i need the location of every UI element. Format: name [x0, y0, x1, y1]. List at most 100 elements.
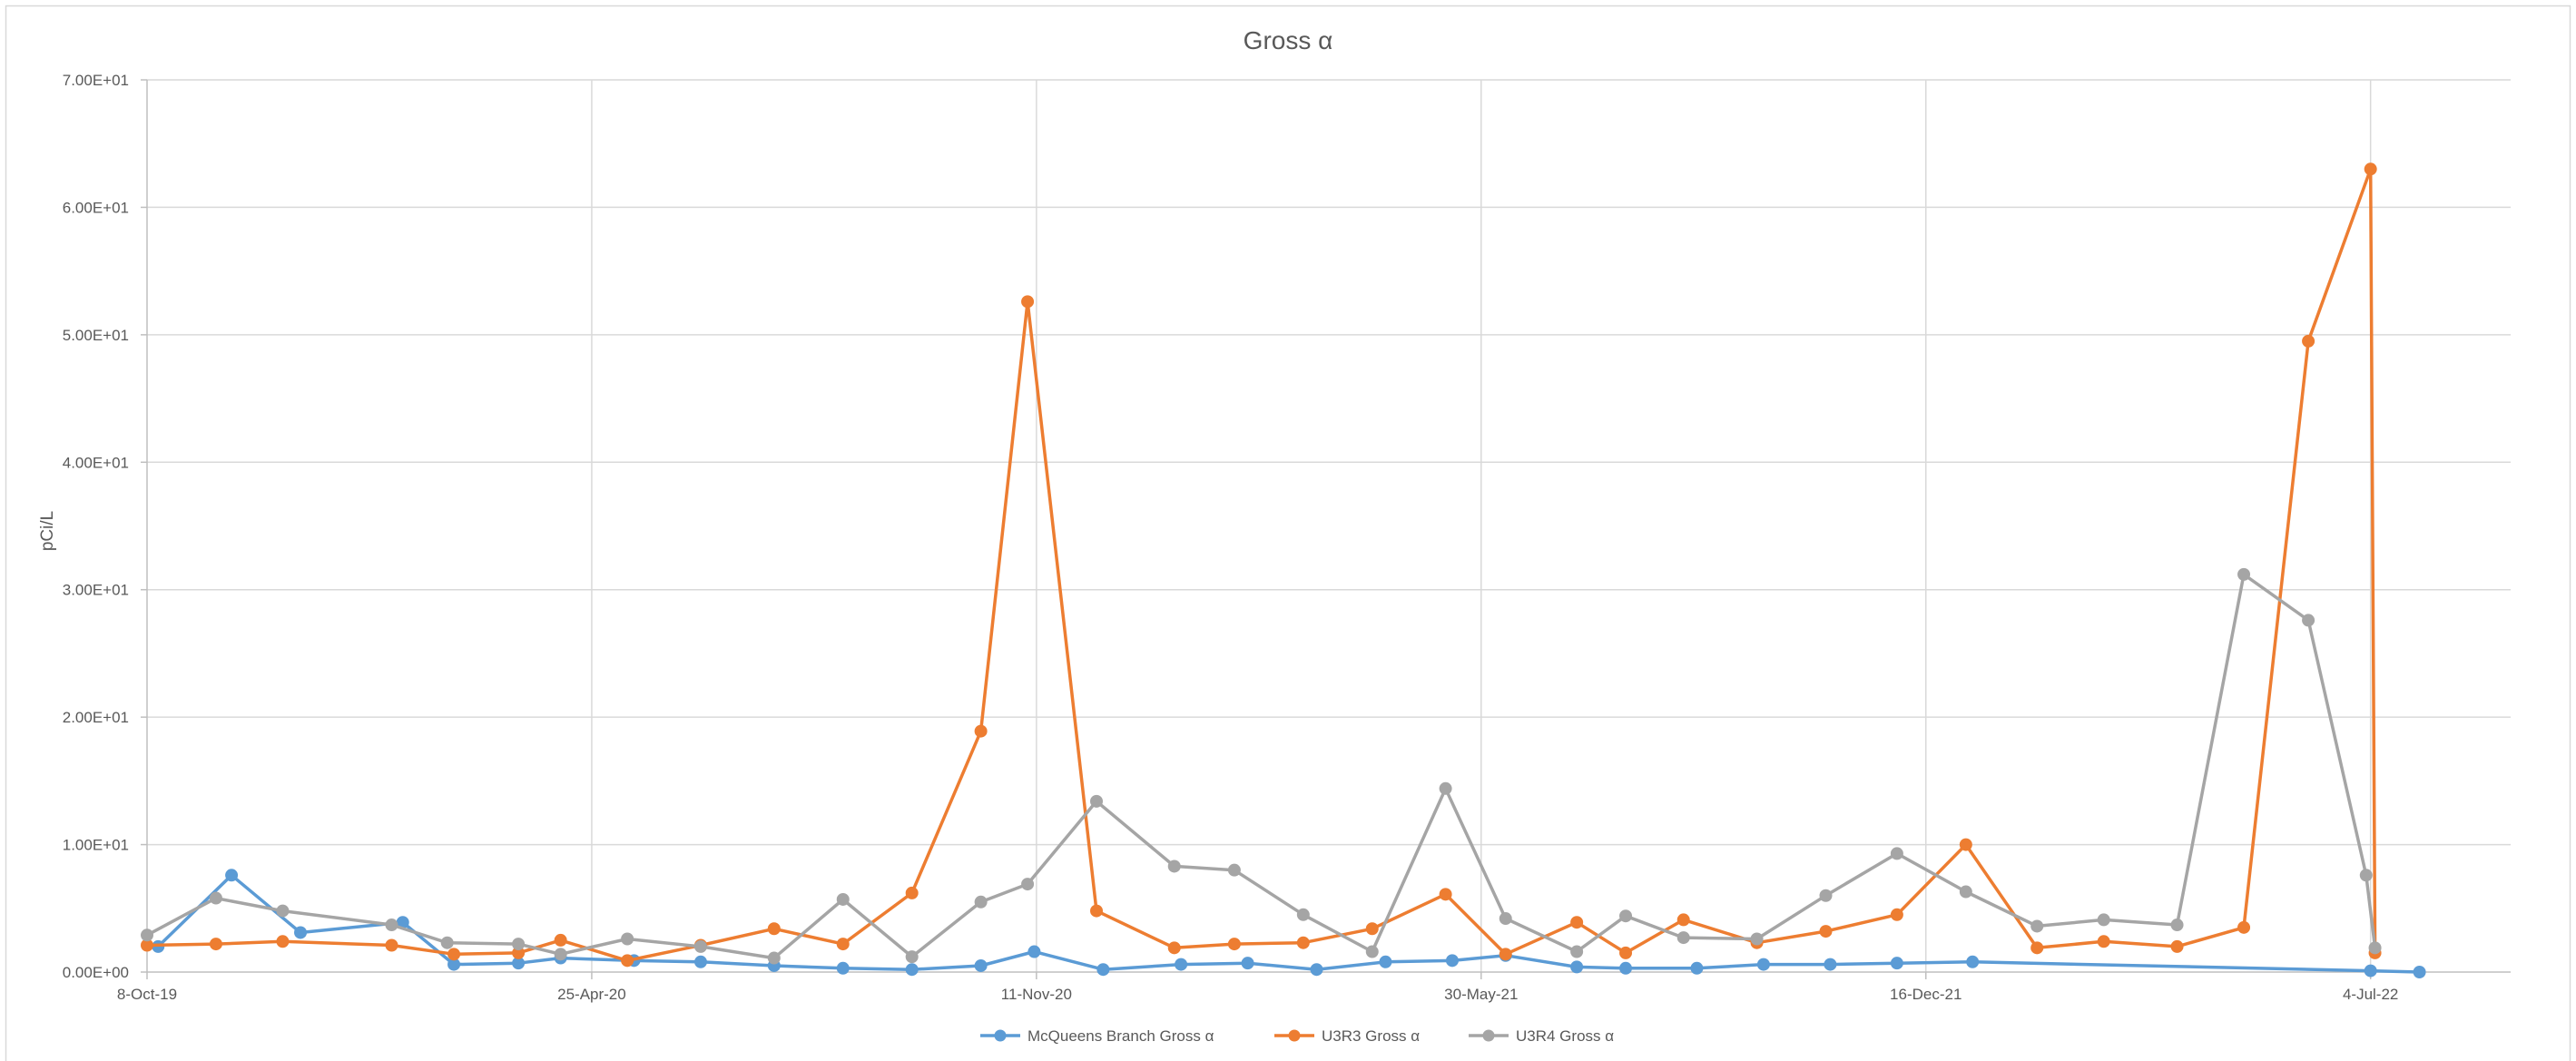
data-point — [1439, 888, 1452, 901]
data-point — [2030, 919, 2044, 933]
data-point — [1379, 955, 1392, 968]
data-point — [1090, 904, 1104, 918]
data-point — [1227, 938, 1241, 951]
data-point — [2364, 162, 2377, 176]
legend-item-1: U3R3 Gross α — [1274, 1027, 1420, 1045]
data-point — [276, 935, 290, 948]
data-point — [1090, 794, 1104, 808]
data-point — [2302, 334, 2315, 348]
data-point — [1096, 963, 1110, 977]
legend-label: U3R4 Gross α — [1516, 1027, 1614, 1045]
data-point — [512, 938, 526, 951]
data-point — [1819, 925, 1833, 938]
data-point — [836, 961, 850, 975]
data-point — [1227, 863, 1241, 877]
data-point — [141, 928, 153, 942]
data-point — [905, 950, 919, 964]
data-point — [693, 939, 707, 953]
data-point — [693, 955, 707, 968]
legend-item-0: McQueens Branch Gross α — [980, 1027, 1214, 1045]
data-point — [621, 954, 634, 968]
data-point — [1499, 948, 1512, 961]
legend: McQueens Branch Gross α U3R3 Gross α U3R4 … — [980, 1027, 1614, 1045]
x-tick-label: 8-Oct-19 — [117, 986, 177, 1003]
data-point — [554, 933, 567, 947]
data-point — [1619, 909, 1633, 923]
data-point — [1027, 945, 1041, 958]
series-layer — [141, 162, 2426, 978]
data-point — [1890, 908, 1903, 921]
data-point — [2364, 964, 2377, 977]
data-point — [1175, 958, 1188, 971]
data-point — [1676, 931, 1690, 945]
y-tick-label: 7.00E+01 — [63, 72, 129, 89]
chart-title: Gross α — [1244, 26, 1333, 54]
data-point — [209, 938, 222, 951]
data-point — [2170, 939, 2184, 953]
legend-marker — [1482, 1029, 1495, 1042]
data-point — [1676, 913, 1690, 927]
series-line — [156, 873, 2420, 974]
data-point — [905, 886, 919, 899]
data-point — [1750, 932, 1764, 946]
data-point — [1570, 945, 1584, 958]
data-point — [1570, 916, 1584, 929]
x-tick-label: 4-Jul-22 — [2343, 986, 2398, 1003]
data-point — [1365, 922, 1379, 936]
y-tick-label: 6.00E+01 — [63, 199, 129, 216]
legend-label: U3R3 Gross α — [1322, 1027, 1420, 1045]
data-point — [294, 926, 308, 939]
y-tick-label: 2.00E+01 — [63, 709, 129, 726]
data-point — [2097, 913, 2110, 927]
data-point — [974, 895, 988, 909]
y-tick-label: 0.00E+00 — [63, 964, 129, 981]
data-point — [767, 951, 781, 965]
data-point — [1959, 838, 1972, 851]
data-point — [1966, 955, 1980, 968]
data-point — [2237, 567, 2251, 581]
data-point — [1296, 908, 1310, 921]
legend-label: McQueens Branch Gross α — [1027, 1027, 1214, 1045]
data-point — [2302, 614, 2315, 627]
data-point — [1499, 912, 1512, 926]
data-point — [1890, 957, 1903, 970]
data-point — [2368, 941, 2382, 955]
data-point — [1021, 878, 1035, 891]
data-point — [447, 948, 461, 961]
data-point — [1439, 781, 1452, 795]
axes: 0.00E+00 1.00E+01 2.00E+01 3.00E+01 4.00E+01… — [63, 72, 2511, 1003]
data-point — [1365, 945, 1379, 958]
data-point — [225, 869, 239, 882]
data-point — [1241, 957, 1254, 970]
legend-marker — [994, 1029, 1007, 1042]
data-point — [440, 936, 454, 949]
data-point — [1756, 958, 1770, 971]
data-point — [209, 891, 222, 905]
data-point — [1619, 946, 1633, 959]
data-point — [836, 938, 850, 951]
data-point — [1296, 936, 1310, 949]
data-point — [1819, 889, 1833, 902]
data-point — [1959, 885, 1972, 899]
legend-marker — [1288, 1029, 1301, 1042]
data-point — [1690, 961, 1704, 975]
chart-frame — [5, 5, 2571, 1061]
data-point — [385, 938, 398, 952]
data-point — [554, 948, 567, 961]
y-tick-label: 3.00E+01 — [63, 582, 129, 599]
data-point — [1167, 860, 1181, 873]
data-point — [385, 919, 398, 932]
data-point — [974, 724, 988, 738]
data-point — [2030, 941, 2044, 955]
data-point — [2413, 966, 2426, 978]
data-point — [2097, 935, 2110, 948]
data-point — [767, 922, 781, 936]
data-point — [1310, 963, 1323, 977]
legend-item-2: U3R4 Gross α — [1469, 1027, 1614, 1045]
data-point — [2359, 869, 2373, 882]
x-tick-label: 25-Apr-20 — [557, 986, 626, 1003]
data-point — [2237, 920, 2251, 934]
y-tick-label: 5.00E+01 — [63, 327, 129, 344]
x-tick-label: 16-Dec-21 — [1890, 986, 1961, 1003]
